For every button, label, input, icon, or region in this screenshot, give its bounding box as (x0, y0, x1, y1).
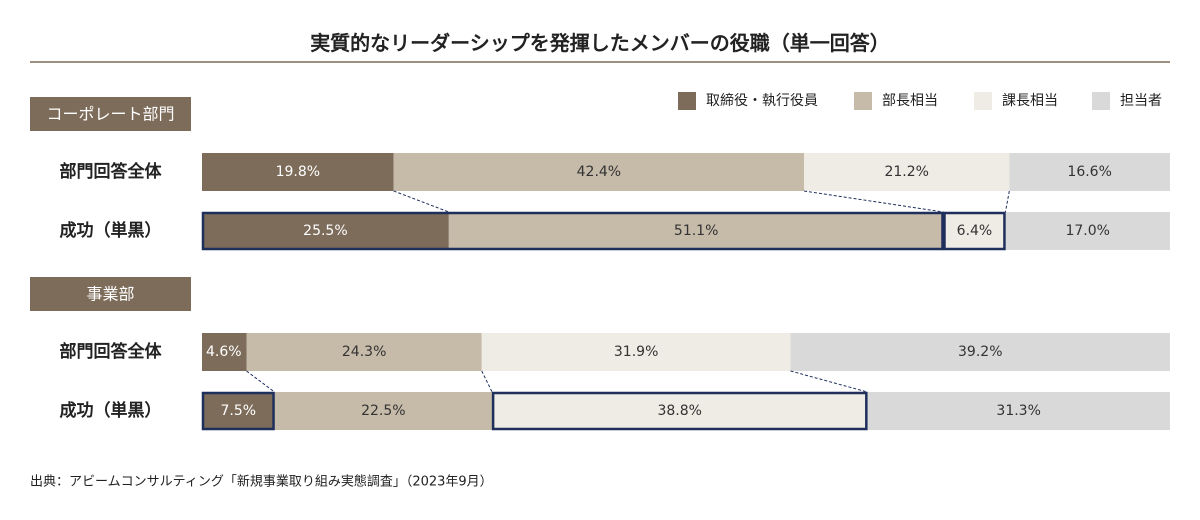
bar-segment (790, 333, 1170, 371)
group-header-label: コーポレート部門 (46, 105, 174, 124)
data-label: 7.5% (220, 403, 256, 419)
connector-line (790, 370, 868, 393)
data-label: 51.1% (674, 223, 718, 239)
row-label: 部門回答全体 (60, 161, 163, 182)
data-label: 22.5% (361, 403, 405, 419)
connector-line (1004, 190, 1010, 213)
legend-swatch (678, 92, 696, 110)
group-header (30, 277, 191, 311)
connector-line (393, 190, 450, 213)
data-label: 42.4% (577, 164, 621, 180)
data-label: 21.2% (884, 164, 928, 180)
bar-segment (393, 153, 805, 191)
legend-label: 取締役・執行役員 (706, 92, 818, 109)
data-label: 17.0% (1065, 223, 1109, 239)
data-label: 4.6% (206, 344, 242, 360)
bar-segment (202, 212, 449, 250)
data-label: 39.2% (958, 344, 1002, 360)
legend-swatch (974, 92, 992, 110)
legend-label: 担当者 (1120, 93, 1162, 109)
highlight-box (943, 211, 1006, 251)
legend-label: 課長相当 (1002, 93, 1058, 109)
connector-line (246, 370, 275, 393)
bar-segment (492, 392, 868, 430)
data-label: 24.3% (342, 344, 386, 360)
bar-segment (202, 333, 247, 371)
row-label: 成功（単黒） (60, 220, 162, 241)
bar-segment (448, 212, 944, 250)
data-label: 16.6% (1067, 164, 1111, 180)
legend-label: 部長相当 (882, 93, 938, 109)
bar-segment (202, 392, 275, 430)
group-header-label: 事業部 (86, 285, 134, 304)
bar-segment (202, 153, 394, 191)
bar-segment (804, 153, 1010, 191)
data-label: 6.4% (957, 223, 993, 239)
highlight-box (491, 391, 868, 431)
source-note: 出典：アビームコンサルティング「新規事業取り組み実態調査」（2023年9月） (30, 474, 493, 490)
row-label: 成功（単黒） (60, 400, 162, 421)
bar-segment (1009, 153, 1170, 191)
legend-swatch (1092, 92, 1110, 110)
bar-segment (274, 392, 493, 430)
bar-segment (246, 333, 482, 371)
connector-line (481, 370, 493, 393)
bar-segment (1005, 212, 1170, 250)
bar-segment (481, 333, 791, 371)
data-label: 31.3% (996, 403, 1040, 419)
chart-title: 実質的なリーダーシップを発揮したメンバーの役職（単一回答） (310, 31, 890, 55)
connector-line (804, 190, 944, 213)
bar-segment (943, 212, 1006, 250)
legend-swatch (854, 92, 872, 110)
data-label: 19.8% (276, 164, 320, 180)
highlight-box (201, 391, 275, 431)
row-label: 部門回答全体 (60, 341, 163, 362)
group-header (30, 97, 191, 131)
highlight-box (201, 211, 944, 251)
data-label: 38.8% (657, 403, 701, 419)
data-label: 31.9% (614, 344, 658, 360)
data-label: 25.5% (303, 223, 347, 239)
bar-segment (867, 392, 1170, 430)
